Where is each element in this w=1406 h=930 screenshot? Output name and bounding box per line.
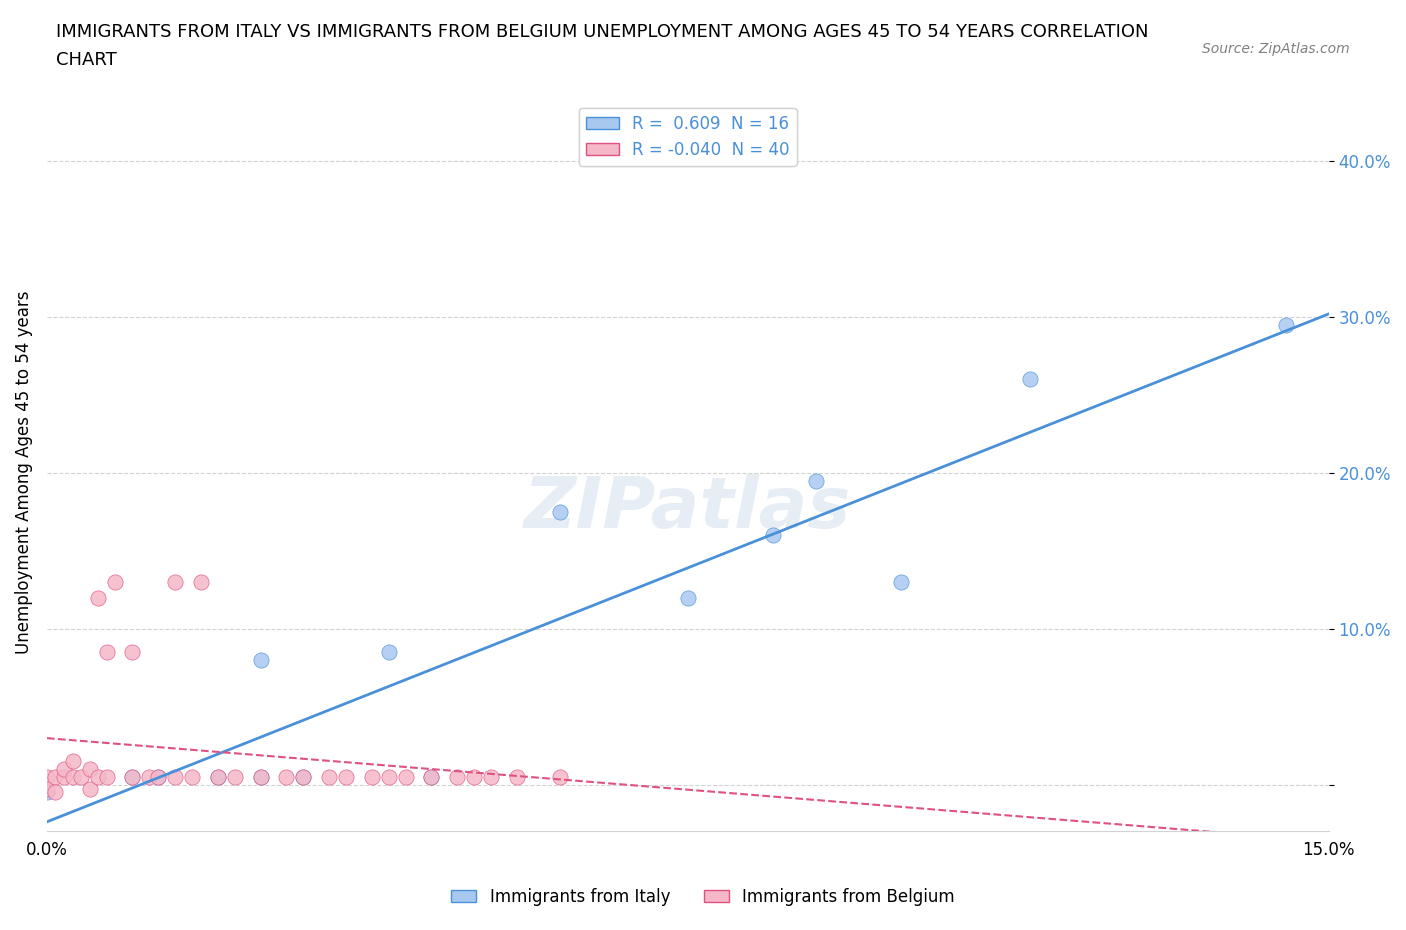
Point <box>548 504 571 519</box>
Point <box>70 769 93 784</box>
Point <box>446 769 468 784</box>
Point <box>121 769 143 784</box>
Point <box>762 527 785 542</box>
Point <box>181 769 204 784</box>
Point <box>249 653 271 668</box>
Point <box>479 769 502 784</box>
Point <box>249 769 271 784</box>
Point <box>96 644 118 659</box>
Point <box>292 769 315 784</box>
Point <box>35 782 58 797</box>
Point <box>207 769 229 784</box>
Point <box>79 782 101 797</box>
Point <box>318 769 340 784</box>
Point <box>87 590 110 604</box>
Point <box>377 769 399 784</box>
Point <box>44 769 66 784</box>
Point <box>377 644 399 659</box>
Point <box>890 575 912 590</box>
Point <box>190 575 212 590</box>
Point <box>121 769 143 784</box>
Legend: R =  0.609  N = 16, R = -0.040  N = 40: R = 0.609 N = 16, R = -0.040 N = 40 <box>579 108 797 166</box>
Text: IMMIGRANTS FROM ITALY VS IMMIGRANTS FROM BELGIUM UNEMPLOYMENT AMONG AGES 45 TO 5: IMMIGRANTS FROM ITALY VS IMMIGRANTS FROM… <box>56 23 1149 41</box>
Point <box>292 769 315 784</box>
Point <box>420 769 443 784</box>
Point <box>395 769 418 784</box>
Point <box>224 769 246 784</box>
Point <box>79 762 101 777</box>
Point <box>87 769 110 784</box>
Point <box>676 590 699 604</box>
Text: ZIPatlas: ZIPatlas <box>524 474 852 543</box>
Point <box>146 769 169 784</box>
Point <box>44 785 66 800</box>
Point <box>62 754 84 769</box>
Point <box>35 785 58 800</box>
Y-axis label: Unemployment Among Ages 45 to 54 years: Unemployment Among Ages 45 to 54 years <box>15 291 32 655</box>
Point <box>96 769 118 784</box>
Point <box>276 769 298 784</box>
Point <box>104 575 127 590</box>
Point <box>1018 372 1040 387</box>
Point <box>249 769 271 784</box>
Point <box>335 769 357 784</box>
Point <box>165 575 187 590</box>
Point <box>207 769 229 784</box>
Point <box>463 769 485 784</box>
Point <box>138 769 160 784</box>
Text: Source: ZipAtlas.com: Source: ZipAtlas.com <box>1202 42 1350 56</box>
Point <box>506 769 529 784</box>
Point <box>53 762 76 777</box>
Point <box>1275 317 1298 332</box>
Point <box>165 769 187 784</box>
Point <box>121 644 143 659</box>
Legend: Immigrants from Italy, Immigrants from Belgium: Immigrants from Italy, Immigrants from B… <box>444 881 962 912</box>
Point <box>146 769 169 784</box>
Point <box>62 769 84 784</box>
Point <box>548 769 571 784</box>
Point <box>53 769 76 784</box>
Point <box>35 769 58 784</box>
Point <box>804 473 827 488</box>
Point <box>360 769 382 784</box>
Point <box>420 769 443 784</box>
Text: CHART: CHART <box>56 51 117 69</box>
